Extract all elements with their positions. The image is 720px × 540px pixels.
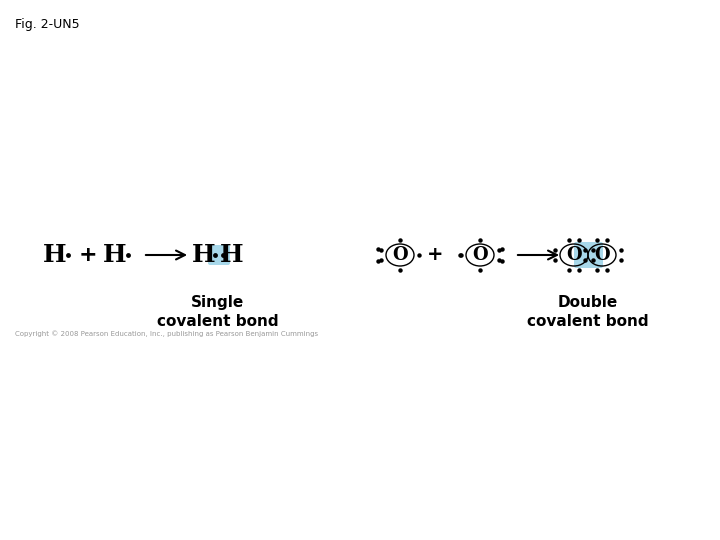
Text: O: O <box>594 246 610 264</box>
Text: Fig. 2-UN5: Fig. 2-UN5 <box>15 18 80 31</box>
Text: Copyright © 2008 Pearson Education, Inc., publishing as Pearson Benjamin Cumming: Copyright © 2008 Pearson Education, Inc.… <box>15 330 318 336</box>
Text: H: H <box>220 243 244 267</box>
Text: Double
covalent bond: Double covalent bond <box>527 295 649 329</box>
FancyBboxPatch shape <box>208 245 230 265</box>
Text: Single
covalent bond: Single covalent bond <box>157 295 279 329</box>
Text: O: O <box>566 246 582 264</box>
Text: H: H <box>43 243 67 267</box>
Text: O: O <box>472 246 488 264</box>
Text: H: H <box>103 243 127 267</box>
Text: H: H <box>192 243 216 267</box>
FancyBboxPatch shape <box>574 242 603 268</box>
Text: O: O <box>392 246 408 264</box>
Text: +: + <box>78 245 97 265</box>
Text: +: + <box>427 246 444 265</box>
